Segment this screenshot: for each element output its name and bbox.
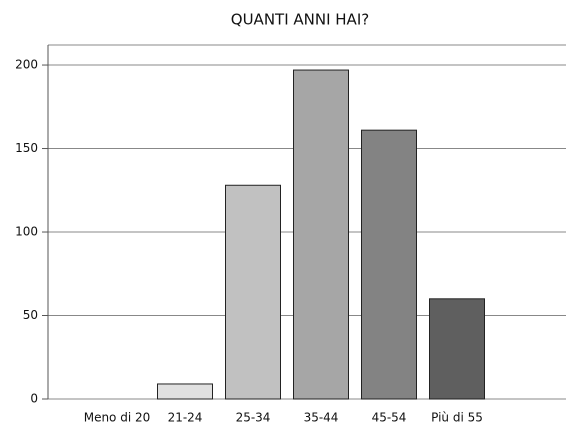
chart-title: QUANTI ANNI HAI?	[231, 11, 369, 29]
x-tick-label: 25-34	[236, 411, 271, 425]
y-tick-label: 200	[15, 58, 38, 72]
x-tick-label: 45-54	[372, 411, 407, 425]
x-tick-label: Più di 55	[431, 411, 483, 425]
x-tick-label: 21-24	[168, 411, 203, 425]
x-tick-label: 35-44	[304, 411, 339, 425]
bar	[157, 383, 213, 400]
y-tick-label: 0	[30, 392, 38, 406]
y-tick-label: 50	[23, 308, 38, 322]
bar	[429, 298, 485, 400]
y-tick-label: 150	[15, 141, 38, 155]
bar	[361, 129, 417, 400]
bar	[225, 184, 281, 400]
x-tick-label: Meno di 20	[84, 411, 151, 425]
bar	[293, 69, 349, 400]
y-tick-label: 100	[15, 225, 38, 239]
